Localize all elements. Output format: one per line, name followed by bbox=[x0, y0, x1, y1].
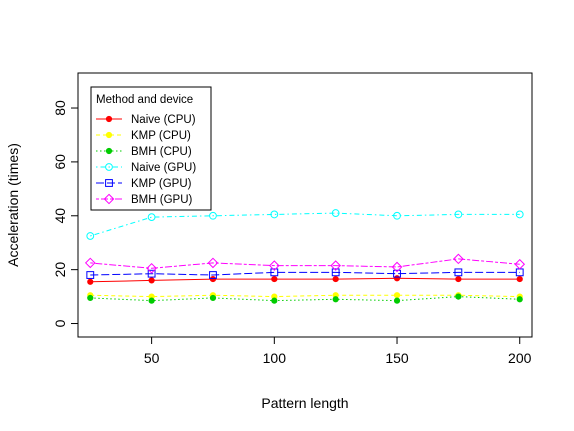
data-point bbox=[393, 269, 401, 278]
legend-item: Naive (CPU) bbox=[96, 114, 196, 126]
data-point bbox=[330, 260, 341, 271]
data-point bbox=[515, 210, 524, 219]
series-line bbox=[90, 258, 520, 269]
x-tick-label: 50 bbox=[144, 350, 160, 366]
data-point bbox=[393, 292, 401, 299]
legend-item: KMP (GPU) bbox=[96, 178, 192, 190]
legend: Method and device Naive (CPU) KMP (CPU) BM… bbox=[90, 86, 212, 211]
x-axis: 50 100 150 200 bbox=[144, 337, 532, 366]
legend-item: BMH (GPU) bbox=[96, 193, 193, 206]
data-point bbox=[207, 257, 219, 269]
legend-swatch-marker bbox=[105, 147, 113, 155]
series-line bbox=[90, 212, 520, 237]
data-point bbox=[87, 278, 94, 285]
data-point bbox=[147, 269, 156, 278]
data-point bbox=[331, 268, 340, 277]
data-point bbox=[516, 296, 523, 303]
data-point bbox=[147, 213, 156, 222]
plot-frame bbox=[77, 72, 533, 338]
legend-label: KMP (CPU) bbox=[131, 130, 191, 142]
data-point bbox=[393, 211, 401, 220]
series-5 bbox=[84, 253, 526, 274]
data-point bbox=[516, 275, 523, 283]
series-0 bbox=[87, 275, 523, 285]
series-line bbox=[90, 271, 520, 276]
data-point bbox=[271, 275, 278, 283]
data-point bbox=[514, 258, 526, 270]
y-axis-title: Acceleration (times) bbox=[5, 143, 21, 267]
data-point bbox=[209, 275, 217, 283]
data-point bbox=[270, 268, 279, 277]
series-line bbox=[90, 277, 520, 283]
series-layer bbox=[84, 209, 526, 304]
data-point bbox=[148, 277, 155, 284]
legend-swatch-marker bbox=[105, 131, 113, 139]
series-2 bbox=[87, 293, 523, 304]
data-point bbox=[209, 294, 217, 302]
legend-label: KMP (GPU) bbox=[131, 178, 192, 190]
data-point bbox=[148, 297, 155, 304]
legend-item: KMP (CPU) bbox=[96, 130, 191, 142]
data-point bbox=[332, 275, 339, 283]
legend-swatch-marker bbox=[105, 115, 113, 123]
legend-swatch-marker bbox=[105, 179, 113, 187]
legend-item: BMH (CPU) bbox=[96, 146, 192, 158]
data-point bbox=[332, 296, 339, 303]
series-line bbox=[90, 296, 520, 302]
legend-swatch-marker bbox=[103, 193, 115, 205]
data-point bbox=[209, 211, 217, 220]
data-point bbox=[87, 294, 94, 302]
data-point bbox=[453, 253, 464, 265]
y-tick-label: 40 bbox=[52, 208, 68, 224]
y-tick-label: 80 bbox=[52, 100, 68, 116]
legend-item: Naive (GPU) bbox=[96, 162, 196, 174]
x-axis-title: Pattern length bbox=[261, 395, 348, 411]
legend-swatch-marker bbox=[105, 163, 113, 171]
data-point bbox=[86, 232, 95, 240]
data-point bbox=[331, 209, 340, 217]
data-point bbox=[271, 297, 278, 304]
x-tick-label: 100 bbox=[263, 350, 287, 366]
y-axis: 0 20 40 60 80 bbox=[52, 100, 78, 327]
data-point bbox=[146, 262, 157, 274]
y-tick-label: 0 bbox=[52, 319, 68, 327]
x-tick-label: 150 bbox=[385, 350, 409, 366]
legend-title: Method and device bbox=[96, 94, 193, 106]
data-point bbox=[84, 257, 96, 269]
data-point bbox=[391, 261, 403, 273]
data-point bbox=[269, 260, 280, 271]
x-tick-label: 200 bbox=[508, 350, 532, 366]
data-point bbox=[454, 210, 463, 219]
data-point bbox=[393, 297, 401, 304]
data-point bbox=[86, 271, 95, 279]
series-line bbox=[90, 294, 520, 298]
legend-label: BMH (GPU) bbox=[131, 194, 193, 206]
data-point bbox=[455, 275, 462, 283]
legend-label: Naive (CPU) bbox=[131, 114, 196, 126]
legend-box bbox=[90, 86, 212, 211]
data-point bbox=[454, 268, 463, 277]
data-point bbox=[393, 275, 401, 282]
data-point bbox=[209, 271, 217, 279]
legend-label: BMH (CPU) bbox=[131, 146, 192, 158]
series-4 bbox=[86, 268, 524, 279]
series-3 bbox=[86, 209, 524, 240]
legend-label: Naive (GPU) bbox=[131, 162, 196, 174]
y-tick-label: 60 bbox=[52, 154, 68, 170]
y-tick-label: 20 bbox=[52, 262, 68, 278]
data-point bbox=[455, 293, 462, 300]
data-point bbox=[270, 210, 279, 219]
